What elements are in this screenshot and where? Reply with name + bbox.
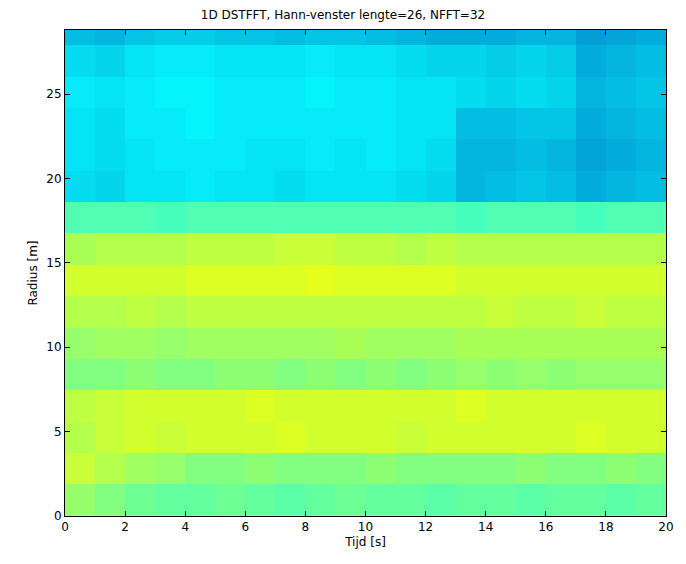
svg-text:2: 2 <box>121 520 129 534</box>
svg-text:25: 25 <box>46 87 61 101</box>
svg-text:15: 15 <box>46 256 61 270</box>
svg-text:Radius [m]: Radius [m] <box>26 240 40 305</box>
svg-text:8: 8 <box>302 520 310 534</box>
svg-text:10: 10 <box>46 340 61 354</box>
svg-text:12: 12 <box>418 520 433 534</box>
svg-text:5: 5 <box>54 425 62 439</box>
svg-text:20: 20 <box>658 520 673 534</box>
svg-text:0: 0 <box>61 520 69 534</box>
svg-text:6: 6 <box>241 520 249 534</box>
svg-text:0: 0 <box>54 509 62 523</box>
svg-text:16: 16 <box>538 520 553 534</box>
svg-text:Tijd [s]: Tijd [s] <box>344 535 386 549</box>
svg-text:20: 20 <box>46 172 61 186</box>
svg-text:18: 18 <box>598 520 613 534</box>
svg-text:4: 4 <box>181 520 189 534</box>
svg-text:14: 14 <box>478 520 493 534</box>
svg-text:10: 10 <box>358 520 373 534</box>
svg-text:1D DSTFFT, Hann-venster lengte: 1D DSTFFT, Hann-venster lengte=26, NFFT=… <box>201 8 485 22</box>
